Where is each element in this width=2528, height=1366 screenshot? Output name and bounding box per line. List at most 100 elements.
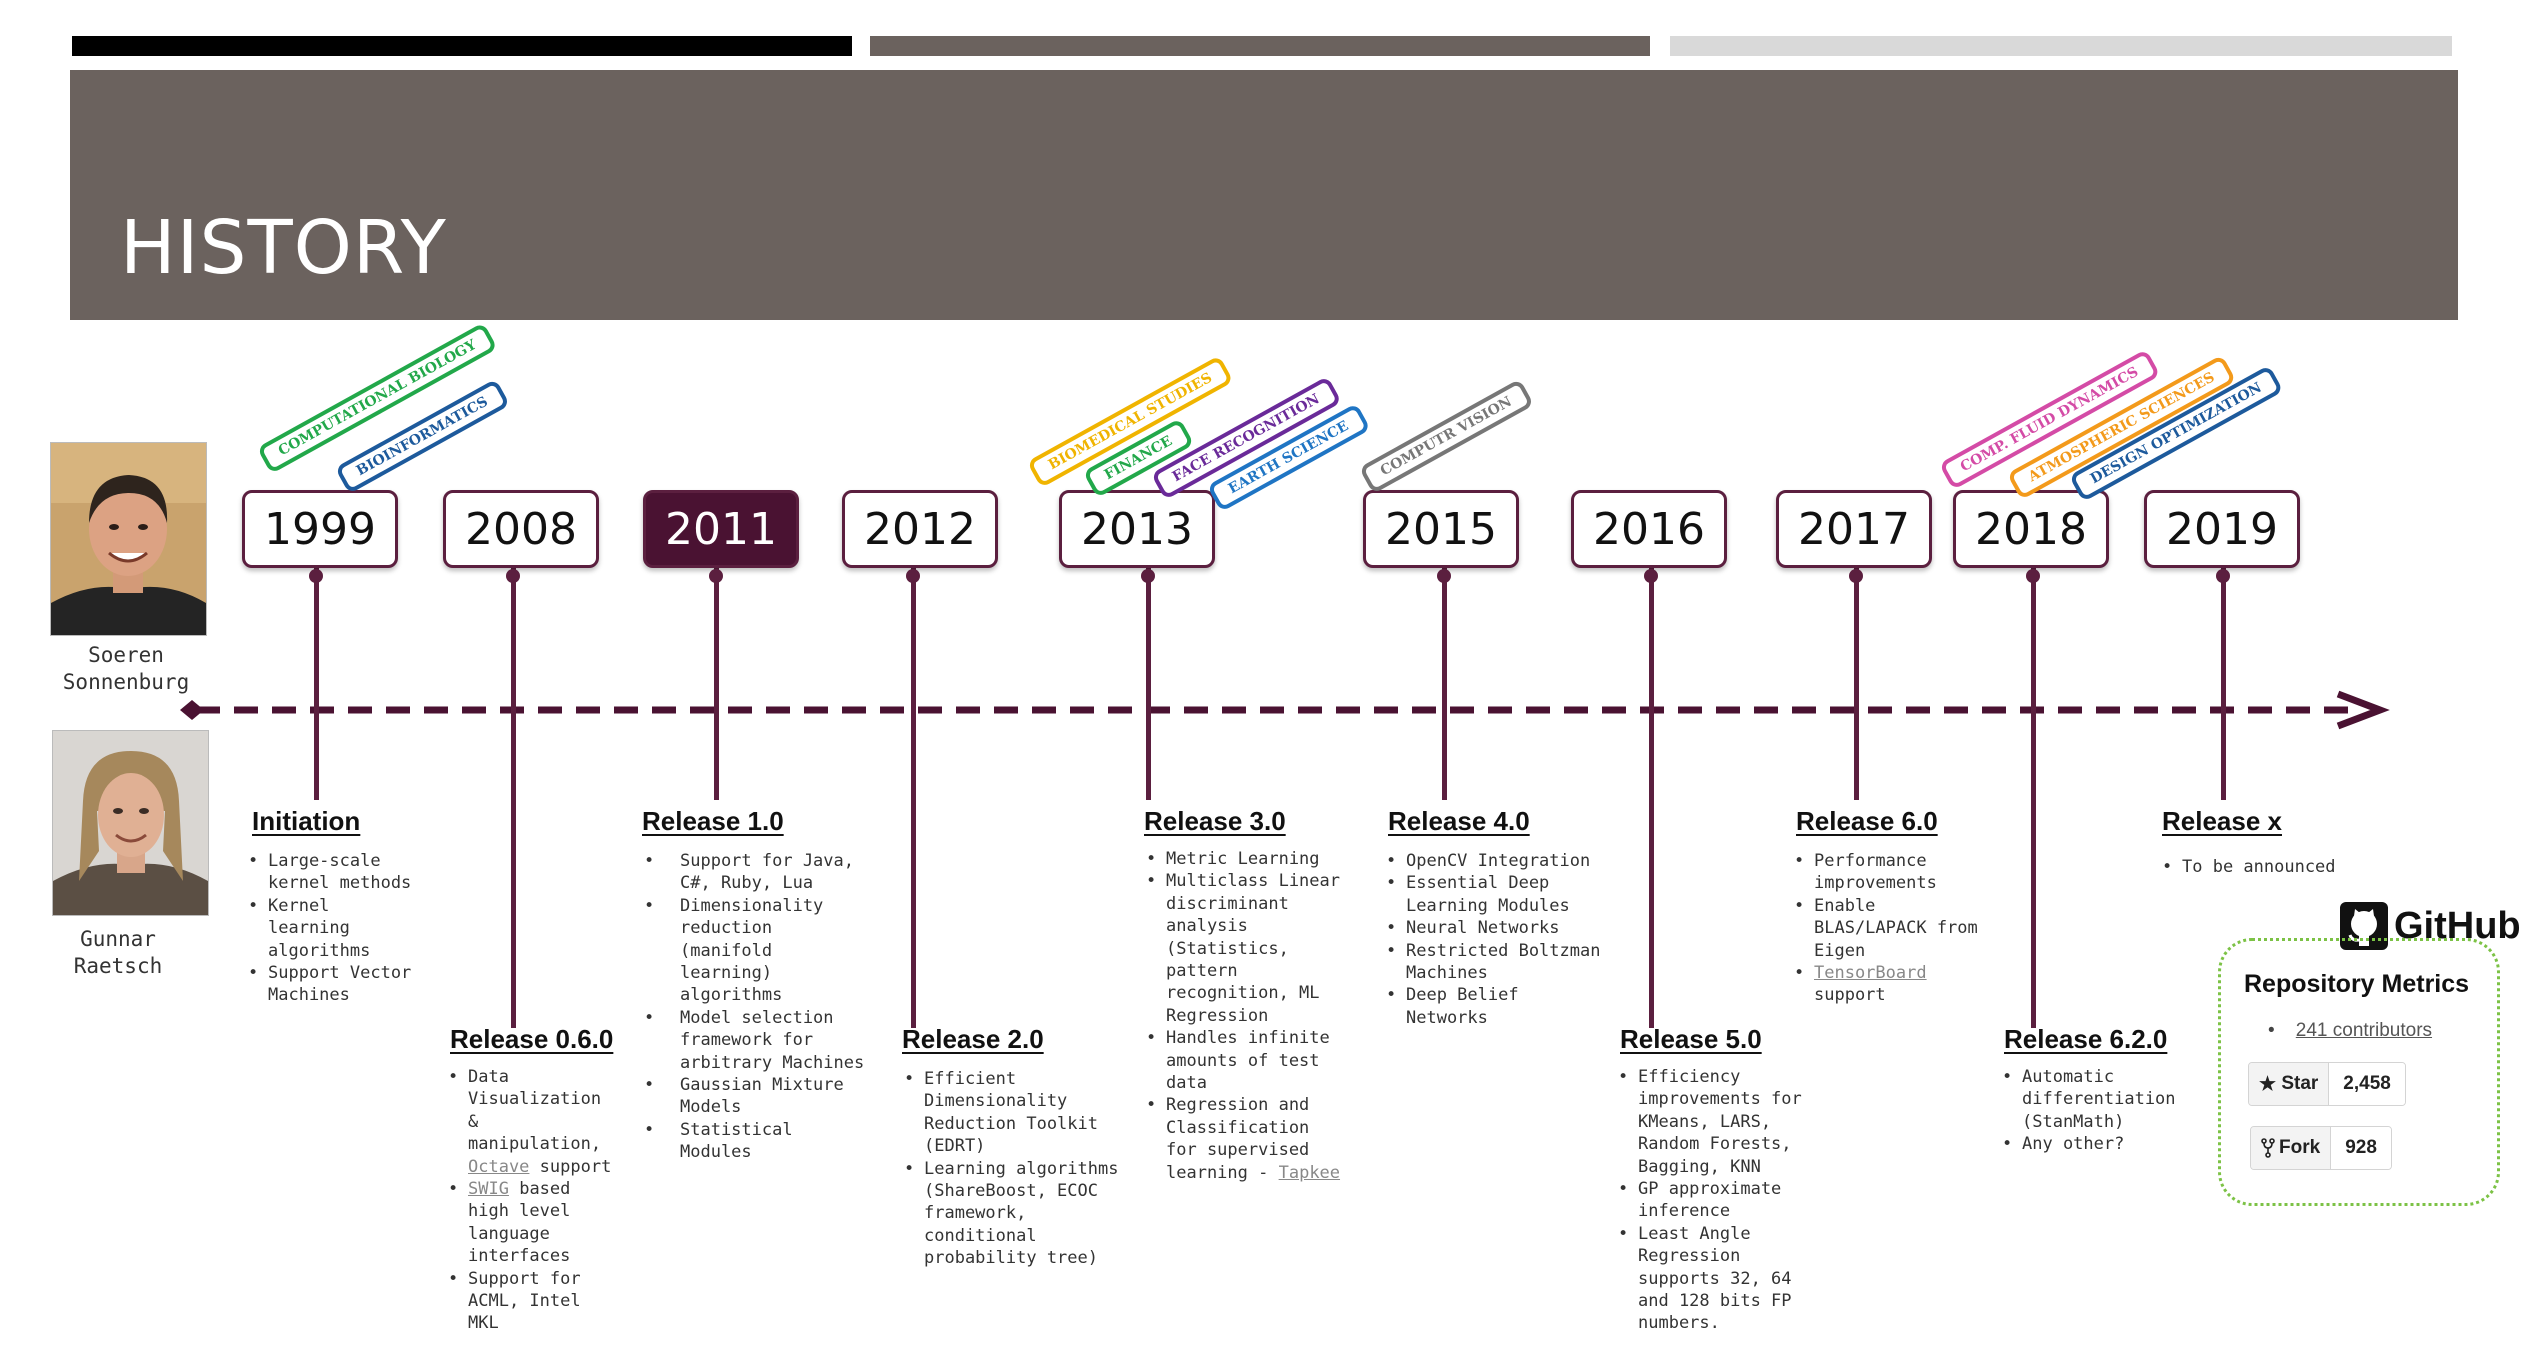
year-box-2011[interactable]: 2011 [643,490,799,568]
connector-2016 [1648,568,1654,1028]
connector-2011 [713,568,719,800]
release-list-6-2-0: Automatic differentiation (StanMath) Any… [2002,1066,2202,1156]
person-first-name: Gunnar [80,927,156,951]
list-item: Support for Java, C#, Ruby, Lua [644,850,866,895]
connector-2019 [2220,568,2226,800]
list-item: To be announced [2162,856,2392,879]
top-bar-black [72,36,852,56]
release-title-x: Release x [2162,806,2282,836]
release-list-3-0: Metric Learning Multiclass Linear discri… [1146,848,1346,1184]
star-label: Star [2281,1073,2319,1094]
timeline-dot-2011 [709,569,723,583]
list-item-text: support [539,1156,612,1177]
list-item: Enable BLAS/LAPACK from Eigen [1794,895,1994,962]
list-item: Regression and Classification for superv… [1146,1094,1346,1184]
year-box-2016[interactable]: 2016 [1571,490,1727,568]
list-item-text: Regression and Classification for superv… [1166,1095,1310,1183]
list-item-text: support [1814,985,1886,1006]
swig-link[interactable]: SWIG [468,1179,509,1200]
year-box-2017[interactable]: 2017 [1776,490,1932,568]
list-item: TensorBoard support [1794,962,1994,1007]
top-bar-brown [870,36,1650,56]
person-photo-gunnar [52,730,209,916]
year-box-2013[interactable]: 2013 [1059,490,1215,568]
fork-label: Fork [2279,1137,2321,1158]
person-first-name: Soeren [88,643,164,667]
list-item: Neural Networks [1386,917,1606,940]
release-title-4-0: Release 4.0 [1388,806,1530,836]
tapkee-link[interactable]: Tapkee [1278,1162,1341,1183]
list-item: Statistical Modules [644,1119,866,1164]
connector-1999 [313,568,319,800]
list-item: Performance improvements [1794,850,1994,895]
fork-icon [2261,1138,2275,1158]
list-item: Support Vector Machines [248,962,418,1007]
list-item: Model selection framework for arbitrary … [644,1007,866,1074]
connector-2017 [1853,568,1859,800]
year-box-2015[interactable]: 2015 [1363,490,1519,568]
repository-metrics-title: Repository Metrics [2244,970,2470,998]
release-list-6-0: Performance improvements Enable BLAS/LAP… [1794,850,1994,1007]
release-list-x: To be announced [2162,856,2392,879]
release-title-2-0: Release 2.0 [902,1024,1044,1054]
star-icon: ★ [2259,1073,2282,1095]
repository-metrics-card [2218,938,2500,1206]
list-item: Efficiency improvements for KMeans, LARS… [1618,1066,1818,1178]
release-list-2-0: Efficient Dimensionality Reduction Toolk… [904,1068,1134,1270]
person-name-soeren: Soeren Sonnenburg [36,642,216,696]
timeline-dot-2013 [1141,569,1155,583]
list-item: Dimensionality reduction (manifold learn… [644,895,866,1007]
person-last-name: Raetsch [73,954,163,978]
star-count: 2,458 [2329,1063,2405,1105]
connector-2013 [1145,568,1151,800]
star-button[interactable]: ★ Star 2,458 [2248,1062,2406,1106]
list-item: Kernel learning algorithms [248,895,418,962]
top-bar-grey [1670,36,2452,56]
timeline-dot-1999 [309,569,323,583]
timeline-dot-2019 [2216,569,2230,583]
list-item: Any other? [2002,1133,2202,1156]
list-item: Restricted Boltzman Machines [1386,940,1606,985]
fork-count: 928 [2331,1127,2391,1169]
release-list-4-0: OpenCV Integration Essential Deep Learni… [1386,850,1606,1029]
list-item: Deep Belief Networks [1386,984,1606,1029]
timeline-dot-2018 [2026,569,2040,583]
connector-2008 [510,568,516,1028]
release-title-3-0: Release 3.0 [1144,806,1286,836]
year-box-2018[interactable]: 2018 [1953,490,2109,568]
list-item: Metric Learning [1146,848,1346,871]
octave-link[interactable]: Octave [468,1156,530,1177]
list-item: OpenCV Integration [1386,850,1606,873]
timeline-dot-2012 [906,569,920,583]
timeline-dot-2016 [1644,569,1658,583]
year-box-2012[interactable]: 2012 [842,490,998,568]
bullet: • [2268,1020,2296,1041]
list-item-text: Data Visualization & manipulation, [468,1067,602,1155]
timeline-dot-2008 [506,569,520,583]
list-item: Efficient Dimensionality Reduction Toolk… [904,1068,1134,1158]
tensorboard-link[interactable]: TensorBoard [1814,963,1927,984]
list-item: Data Visualization & manipulation, Octav… [448,1066,618,1178]
release-title-1-0: Release 1.0 [642,806,784,836]
year-box-2019[interactable]: 2019 [2144,490,2300,568]
list-item: Essential Deep Learning Modules [1386,872,1606,917]
person-name-gunnar: Gunnar Raetsch [28,926,208,980]
year-box-2008[interactable]: 2008 [443,490,599,568]
release-title-6-2-0: Release 6.2.0 [2004,1024,2168,1054]
release-list-0-6-0: Data Visualization & manipulation, Octav… [448,1066,618,1335]
timeline-dot-2017 [1849,569,1863,583]
release-title-0-6-0: Release 0.6.0 [450,1024,614,1054]
person-last-name: Sonnenburg [62,670,190,694]
person-photo-soeren [50,442,207,636]
fork-button[interactable]: Fork 928 [2250,1126,2392,1170]
release-list-1-0: Support for Java, C#, Ruby, Lua Dimensio… [644,850,866,1164]
contributors-link[interactable]: 241 contributors [2295,1020,2433,1041]
list-item: Large-scale kernel methods [248,850,418,895]
release-list-5-0: Efficiency improvements for KMeans, LARS… [1618,1066,1818,1335]
list-item-text: based high level language interfaces [468,1179,571,1267]
list-item: Automatic differentiation (StanMath) [2002,1066,2202,1133]
year-box-1999[interactable]: 1999 [242,490,398,568]
list-item: SWIG based high level language interface… [448,1178,618,1268]
list-item: Gaussian Mixture Models [644,1074,866,1119]
